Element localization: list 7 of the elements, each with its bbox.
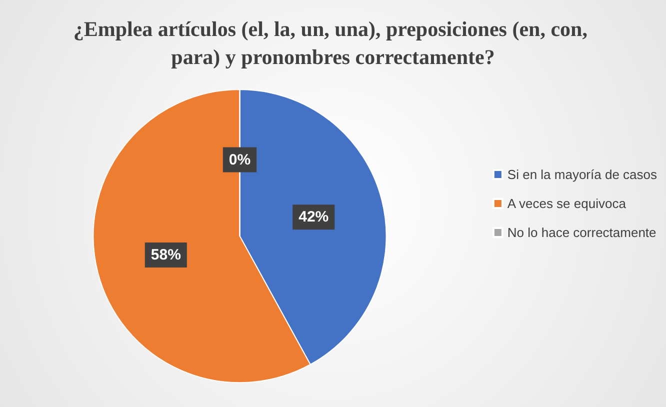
- data-label: 42%: [298, 208, 329, 226]
- legend-label: Si en la mayoría de casos: [507, 167, 658, 182]
- chart-title: ¿Emplea artículos (el, la, un, una), preposiciones (en, con, para) y pronombres correctamente?: [73, 17, 593, 69]
- legend-label: No lo hace correctamente: [507, 225, 656, 240]
- legend-label: A veces se equivoca: [507, 196, 627, 211]
- text: 0%: [228, 151, 251, 168]
- data-label: 58%: [150, 246, 181, 264]
